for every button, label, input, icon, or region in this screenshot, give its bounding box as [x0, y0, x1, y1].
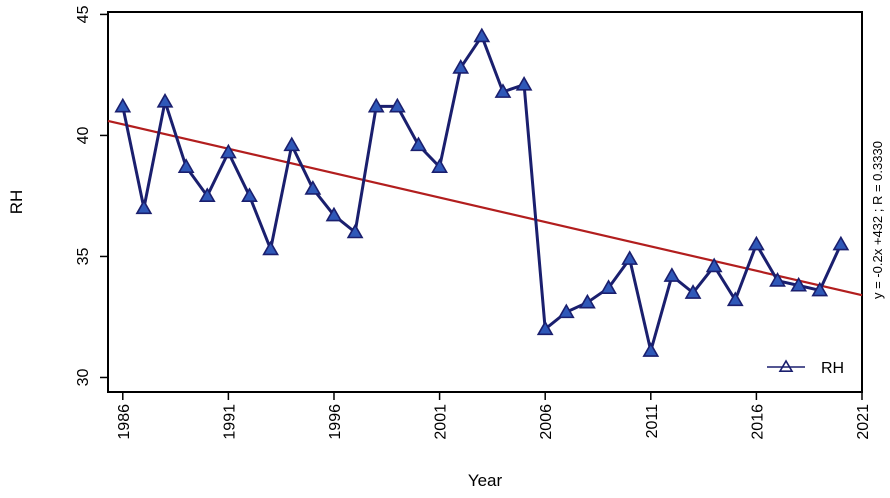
data-point — [642, 342, 660, 357]
data-point — [304, 180, 322, 195]
axes-layer — [100, 11, 863, 400]
data-point — [410, 136, 427, 152]
data-point — [114, 97, 132, 113]
data-point — [663, 267, 681, 282]
data-point — [198, 187, 216, 202]
data-point — [600, 279, 617, 294]
x-tick-label: 1986 — [116, 404, 133, 440]
x-tick-label: 2021 — [855, 404, 872, 440]
data-point — [557, 303, 575, 319]
data-point — [262, 240, 280, 256]
data-point — [325, 206, 343, 222]
data-point — [769, 272, 786, 287]
x-tick-label: 2016 — [749, 404, 766, 440]
data-point — [388, 97, 406, 113]
x-tick-label: 2001 — [433, 404, 450, 440]
data-point — [811, 281, 829, 297]
data-point — [177, 158, 195, 173]
y-tick-label: 45 — [75, 5, 92, 23]
data-point — [705, 257, 723, 273]
legend-marker — [778, 359, 794, 373]
data-point — [684, 284, 702, 299]
data-point — [790, 276, 808, 292]
x-tick-label: 1991 — [221, 404, 238, 440]
legend: RH — [767, 359, 844, 377]
y-tick-label: 40 — [75, 126, 92, 144]
plot-frame — [107, 11, 863, 393]
data-point — [515, 75, 533, 91]
data-point — [473, 27, 491, 43]
data-point — [748, 235, 765, 251]
y-tick-label: 35 — [75, 247, 92, 265]
trendline-layer — [107, 119, 863, 297]
data-point — [832, 235, 850, 251]
trend-equation-annotation: y = -0.2x +432 ; R = 0.3330 — [870, 141, 885, 299]
x-tick-label: 1996 — [327, 404, 344, 440]
data-point — [494, 83, 512, 98]
x-tick-label: 2006 — [538, 404, 555, 440]
labels-layer: 1986 1991 1996 2001 2006 2011 2016 2021 30 35 40 45… — [7, 5, 885, 490]
data-point — [346, 223, 364, 239]
data-point — [156, 92, 174, 108]
data-point — [367, 97, 385, 113]
data-point — [452, 59, 470, 74]
data-point — [621, 250, 639, 265]
x-axis-label: Year — [468, 471, 503, 490]
y-axis-label: RH — [7, 190, 26, 215]
trend-line — [107, 119, 863, 297]
x-tick-label: 2011 — [644, 404, 661, 439]
data-point — [241, 187, 258, 202]
data-point — [726, 291, 744, 307]
data-point — [579, 293, 596, 309]
series-layer — [114, 27, 850, 357]
data-point — [431, 158, 448, 173]
data-point — [220, 143, 237, 159]
y-tick-label: 30 — [75, 368, 92, 386]
data-point — [536, 320, 554, 336]
data-point — [283, 136, 301, 152]
legend-entry-rh: RH — [821, 360, 844, 377]
data-point — [135, 199, 153, 215]
